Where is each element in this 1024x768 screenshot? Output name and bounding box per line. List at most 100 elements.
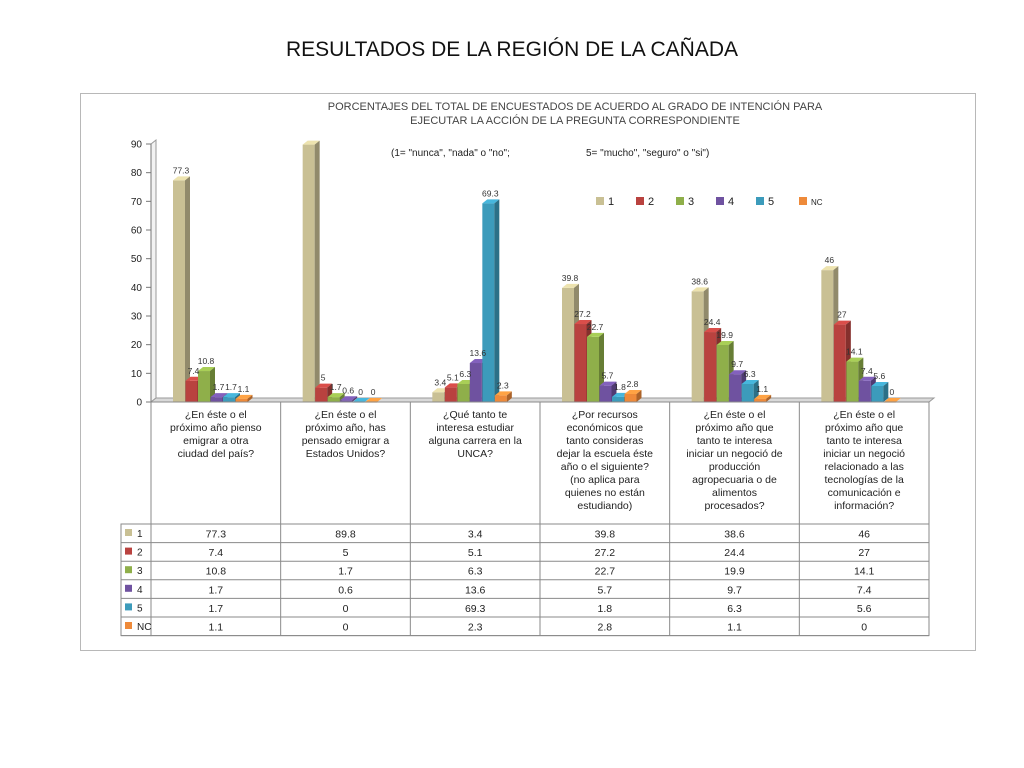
chart-title-line2: EJECUTAR LA ACCIÓN DE LA PREGUNTA CORRES… [410,114,740,127]
chart-subtitle-left: (1= "nunca", "nada" o "no"; [391,148,510,159]
category-label: Estados Unidos? [306,448,386,460]
category-label: procesados? [704,500,764,512]
bar-top [741,379,759,384]
table-cell: 5.1 [468,547,483,559]
bar-top [716,340,734,345]
bar-side [314,140,320,402]
bar [612,396,624,402]
table-cell: 46 [858,529,870,541]
bar-top [833,320,851,325]
table-legend-swatch [125,622,132,629]
table-series-label: 3 [137,566,143,577]
category-label: información? [834,500,894,512]
bar-value-label: 10.8 [198,356,215,366]
legend-label: 5 [768,196,774,208]
category-label: tanto consideras [566,435,643,447]
bar-top [754,394,772,399]
bar-value-label: 1.8 [614,382,626,392]
bar-value-label: 77.3 [173,165,190,175]
table-cell: 7.4 [209,547,224,559]
bar-side [352,396,358,402]
bar [704,332,717,402]
category-label: comunicación e [828,487,901,499]
chart-title: PORCENTAJES DEL TOTAL DE ENCUESTADOS DE … [328,100,823,113]
bar [198,371,210,402]
bar-value-label: 9.7 [731,359,743,369]
bar-top [574,320,592,325]
bar-value-label: 69.3 [482,188,499,198]
table-cell: 14.1 [854,566,875,578]
legend-swatch [676,197,684,205]
table-cell: 89.8 [335,529,356,541]
table-cell: 39.8 [595,529,616,541]
bar [871,385,884,402]
table-series-label: 1 [137,529,143,540]
bar-value-label: 6.3 [744,369,756,379]
category-label: próximo año que [695,422,773,434]
table-cell: 38.6 [724,529,745,541]
bar-value-label: 24.4 [704,317,721,327]
category-label: quienes no están [565,487,645,499]
bar-top [302,140,320,145]
table-legend-swatch [125,547,132,555]
y-tick-label: 50 [131,254,143,265]
bar [562,287,574,402]
table-cell: 0 [343,603,349,615]
bar-top [210,393,228,398]
bar-top [327,393,345,398]
bar-side [185,176,190,402]
bar-value-label: 13.6 [470,348,487,358]
bar-value-label: 1.7 [213,382,225,392]
bar-top [235,394,253,399]
category-label: alguna carrera en la [428,435,522,447]
table-series-label: 4 [137,585,143,596]
category-label: iniciar un negoció de [686,448,782,460]
bar-top [624,389,642,394]
category-label: próximo año pienso [170,422,262,434]
bar [716,344,729,402]
table-cell: 27.2 [595,547,616,559]
category-label: estudiando) [577,500,632,512]
bar-value-label: 2.8 [627,379,639,389]
table-cell: 1.7 [338,566,353,578]
legend-label: 3 [688,196,694,208]
legend-label: 2 [648,196,654,208]
bar-value-label: 1.1 [756,384,768,394]
table-cell: 1.7 [209,584,224,596]
bar [327,397,340,402]
bar-value-label: 7.4 [188,366,200,376]
table-cell: 1.1 [727,622,742,634]
category-label: alimentos [712,487,757,499]
bar [235,398,248,402]
bar-value-label: 27 [837,310,847,320]
legend-label: NC [811,198,823,207]
category-label: tecnologías de la [824,474,904,486]
bar-value-label: 0 [371,387,376,397]
table-cell: 6.3 [468,566,483,578]
category-label: producción [709,461,761,473]
category-label: interesa estudiar [436,422,514,434]
bar [482,203,495,402]
bar-side [506,391,512,402]
table-cell: 3.4 [468,529,483,541]
table-cell: 24.4 [724,547,745,559]
table-cell: 19.9 [724,566,745,578]
table-cell: 77.3 [206,529,227,541]
table-cell: 1.7 [209,603,224,615]
table-legend-swatch [125,603,132,611]
bar [210,397,223,402]
y-tick-label: 20 [131,340,143,351]
bar-chart: PORCENTAJES DEL TOTAL DE ENCUESTADOS DE … [120,100,936,637]
bar [340,400,353,402]
table-cell: 5.7 [598,584,613,596]
bar-value-label: 1.1 [238,384,250,394]
bar-value-label: 1.7 [330,382,342,392]
bar-value-label: 2.3 [497,380,509,390]
chart-subtitle-right: 5= "mucho", "seguro" o "si") [586,148,709,159]
bar-top [883,398,901,402]
bar-top [365,398,383,402]
bar [587,336,599,402]
legend-label: 4 [728,196,734,208]
category-label: próximo año que [825,422,903,434]
legend-swatch [596,197,604,205]
